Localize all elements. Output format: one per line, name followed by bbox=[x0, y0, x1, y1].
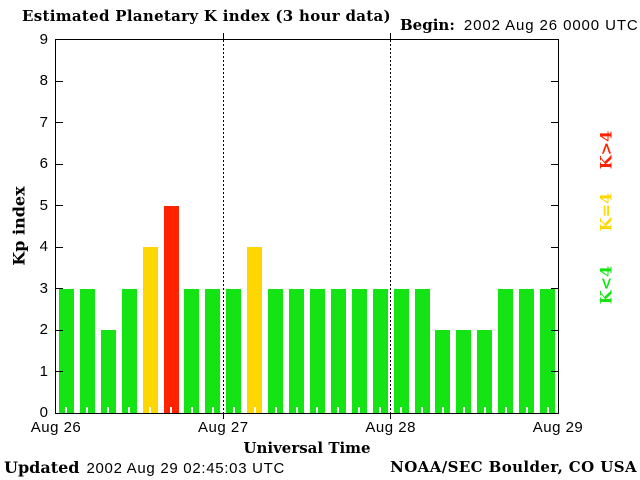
x-minor-tick bbox=[316, 407, 319, 413]
x-minor-tick bbox=[483, 407, 486, 413]
y-tick-label: 9 bbox=[39, 31, 48, 48]
x-tick-label: Aug 29 bbox=[532, 419, 584, 436]
y-tick bbox=[551, 163, 558, 165]
kp-bar bbox=[163, 205, 179, 413]
day-boundary-tick-top bbox=[222, 33, 224, 40]
day-boundary-tick-bottom bbox=[222, 413, 224, 419]
kp-bar bbox=[79, 288, 95, 413]
y-tick bbox=[56, 80, 63, 82]
begin-label: Begin: bbox=[400, 16, 455, 34]
plot-inner bbox=[56, 33, 558, 420]
x-minor-tick bbox=[128, 407, 131, 413]
x-minor-tick bbox=[107, 407, 110, 413]
y-tick bbox=[56, 246, 63, 248]
kp-bar bbox=[414, 288, 430, 413]
kp-bar bbox=[372, 288, 388, 413]
y-tick-label: 7 bbox=[39, 113, 48, 131]
x-minor-tick bbox=[190, 407, 193, 413]
x-minor-tick bbox=[379, 407, 382, 413]
kp-bar bbox=[519, 288, 535, 413]
kp-bar bbox=[309, 288, 325, 413]
y-tick bbox=[56, 205, 63, 207]
y-tick-label: 1 bbox=[39, 362, 48, 380]
day-boundary-dotted-line bbox=[390, 40, 392, 420]
kp-bar bbox=[142, 247, 158, 413]
x-minor-tick bbox=[86, 407, 89, 413]
y-tick bbox=[551, 205, 558, 207]
x-minor-tick bbox=[149, 407, 152, 413]
kp-bar bbox=[205, 288, 221, 413]
y-tick bbox=[56, 163, 63, 165]
kp-bar bbox=[289, 288, 305, 413]
legend-label-k-lt-4: K<4 bbox=[596, 265, 616, 305]
legend-label-k-gt-4: K>4 bbox=[596, 130, 616, 170]
kp-bar bbox=[330, 288, 346, 413]
x-minor-tick bbox=[232, 407, 235, 413]
plot-area bbox=[55, 33, 559, 420]
kp-bar bbox=[247, 247, 263, 413]
x-minor-tick bbox=[170, 407, 173, 413]
x-minor-tick bbox=[274, 407, 277, 413]
y-tick-label: 3 bbox=[39, 279, 48, 297]
y-tick bbox=[551, 288, 558, 290]
x-minor-tick bbox=[421, 407, 424, 413]
x-minor-tick bbox=[525, 407, 528, 413]
updated-value: 2002 Aug 29 02:45:03 UTC bbox=[86, 460, 286, 477]
x-minor-tick bbox=[253, 407, 256, 413]
x-minor-tick bbox=[462, 407, 465, 413]
kp-bar bbox=[456, 330, 472, 413]
kp-bar bbox=[351, 288, 367, 413]
day-boundary-tick-top bbox=[390, 33, 392, 40]
x-minor-tick bbox=[546, 407, 549, 413]
kp-bar bbox=[540, 288, 556, 413]
day-boundary-dotted-line bbox=[222, 40, 224, 420]
legend-label-k-eq-4: K=4 bbox=[596, 192, 616, 232]
y-tick-label: 0 bbox=[39, 404, 48, 421]
kp-bar bbox=[435, 330, 451, 413]
updated-label: Updated bbox=[4, 458, 80, 477]
kp-bar bbox=[184, 288, 200, 413]
x-minor-tick bbox=[337, 407, 340, 413]
updated-line: Updated 2002 Aug 29 02:45:03 UTC bbox=[4, 458, 285, 477]
y-tick bbox=[56, 288, 63, 290]
y-tick bbox=[551, 80, 558, 82]
x-tick-label: Aug 28 bbox=[365, 419, 416, 436]
y-tick bbox=[551, 246, 558, 248]
kp-bar bbox=[226, 288, 242, 413]
kp-bar bbox=[121, 288, 137, 413]
x-minor-tick bbox=[504, 407, 507, 413]
kp-bar bbox=[58, 288, 74, 413]
kp-bar bbox=[498, 288, 514, 413]
y-tick bbox=[56, 371, 63, 373]
y-tick-label: 4 bbox=[39, 238, 48, 256]
x-tick-label: Aug 27 bbox=[198, 419, 249, 436]
x-minor-tick bbox=[358, 407, 361, 413]
y-tick-label: 8 bbox=[39, 72, 48, 90]
begin-row: Begin: 2002 Aug 26 0000 UTC bbox=[400, 15, 639, 34]
y-tick bbox=[56, 329, 63, 331]
y-tick-label: 6 bbox=[39, 155, 48, 173]
y-tick bbox=[551, 122, 558, 124]
kp-bar bbox=[393, 288, 409, 413]
x-minor-tick bbox=[400, 407, 403, 413]
x-minor-tick bbox=[65, 407, 68, 413]
kp-bar bbox=[100, 330, 116, 413]
chart-title: Estimated Planetary K index (3 hour data… bbox=[22, 7, 391, 25]
kp-bar bbox=[268, 288, 284, 413]
y-tick-label: 5 bbox=[39, 196, 48, 214]
y-tick bbox=[56, 122, 63, 124]
x-minor-tick bbox=[211, 407, 214, 413]
x-minor-tick bbox=[295, 407, 298, 413]
y-tick bbox=[551, 329, 558, 331]
begin-value: 2002 Aug 26 0000 UTC bbox=[463, 17, 639, 34]
day-boundary-tick-bottom bbox=[390, 413, 392, 419]
y-tick bbox=[551, 371, 558, 373]
kp-bar bbox=[477, 330, 493, 413]
x-minor-tick bbox=[441, 407, 444, 413]
x-axis-title: Universal Time bbox=[243, 439, 371, 457]
y-tick-label: 2 bbox=[39, 321, 48, 339]
x-tick-label: Aug 26 bbox=[30, 419, 82, 436]
credit-text: NOAA/SEC Boulder, CO USA bbox=[390, 458, 637, 476]
